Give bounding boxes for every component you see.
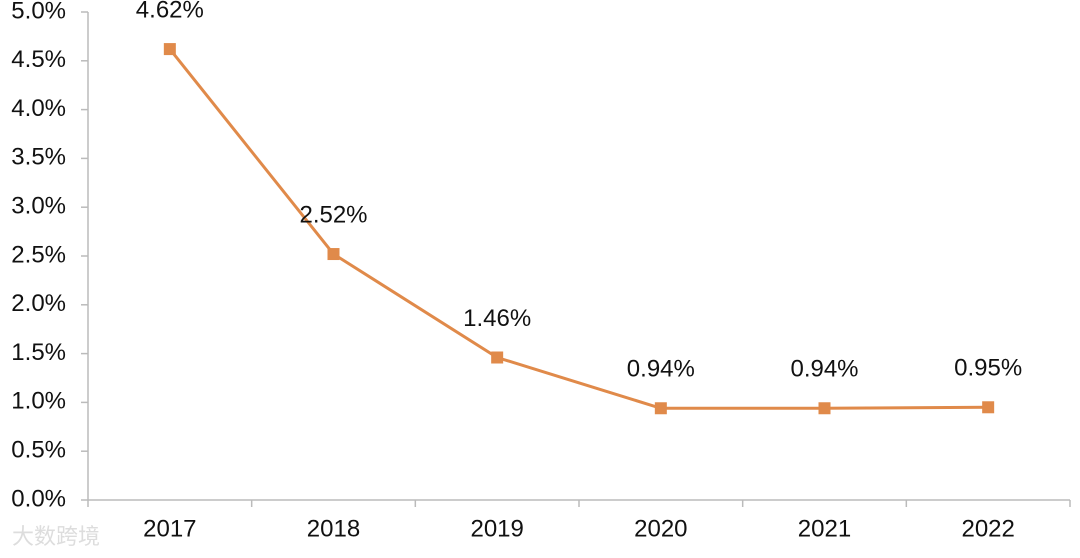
value-label: 2.52% — [299, 201, 367, 228]
x-tick-label: 2018 — [307, 515, 360, 542]
y-tick-label: 5.0% — [11, 0, 66, 24]
watermark: 大数跨境 — [12, 524, 100, 549]
y-tick-label: 2.0% — [11, 290, 66, 317]
point — [982, 401, 995, 414]
value-label: 0.94% — [627, 356, 695, 383]
y-tick-label: 2.5% — [11, 241, 66, 268]
y-tick-label: 4.0% — [11, 95, 66, 122]
y-tick-label: 1.5% — [11, 339, 66, 366]
point — [491, 351, 504, 364]
value-label: 1.46% — [463, 305, 531, 332]
y-tick-label: 3.0% — [11, 193, 66, 220]
line — [168, 48, 989, 410]
point — [818, 402, 831, 415]
y-tick-label: 4.5% — [11, 46, 66, 73]
point — [654, 402, 667, 415]
x-tick-label: 2021 — [798, 515, 851, 542]
y-tick-label: 3.5% — [11, 144, 66, 171]
x-tick-label: 2019 — [470, 515, 523, 542]
value-label: 0.95% — [954, 355, 1022, 382]
x-tick-label: 2020 — [634, 515, 687, 542]
x-tick-label: 2017 — [143, 515, 196, 542]
y-tick-label: 0.5% — [11, 437, 66, 464]
value-label: 4.62% — [136, 0, 204, 23]
x-tick-label: 2022 — [961, 515, 1014, 542]
point — [163, 43, 176, 56]
y-tick-label: 0.0% — [11, 485, 66, 512]
value-label: 0.94% — [790, 356, 858, 383]
point — [327, 248, 340, 261]
y-tick-label: 1.0% — [11, 388, 66, 415]
